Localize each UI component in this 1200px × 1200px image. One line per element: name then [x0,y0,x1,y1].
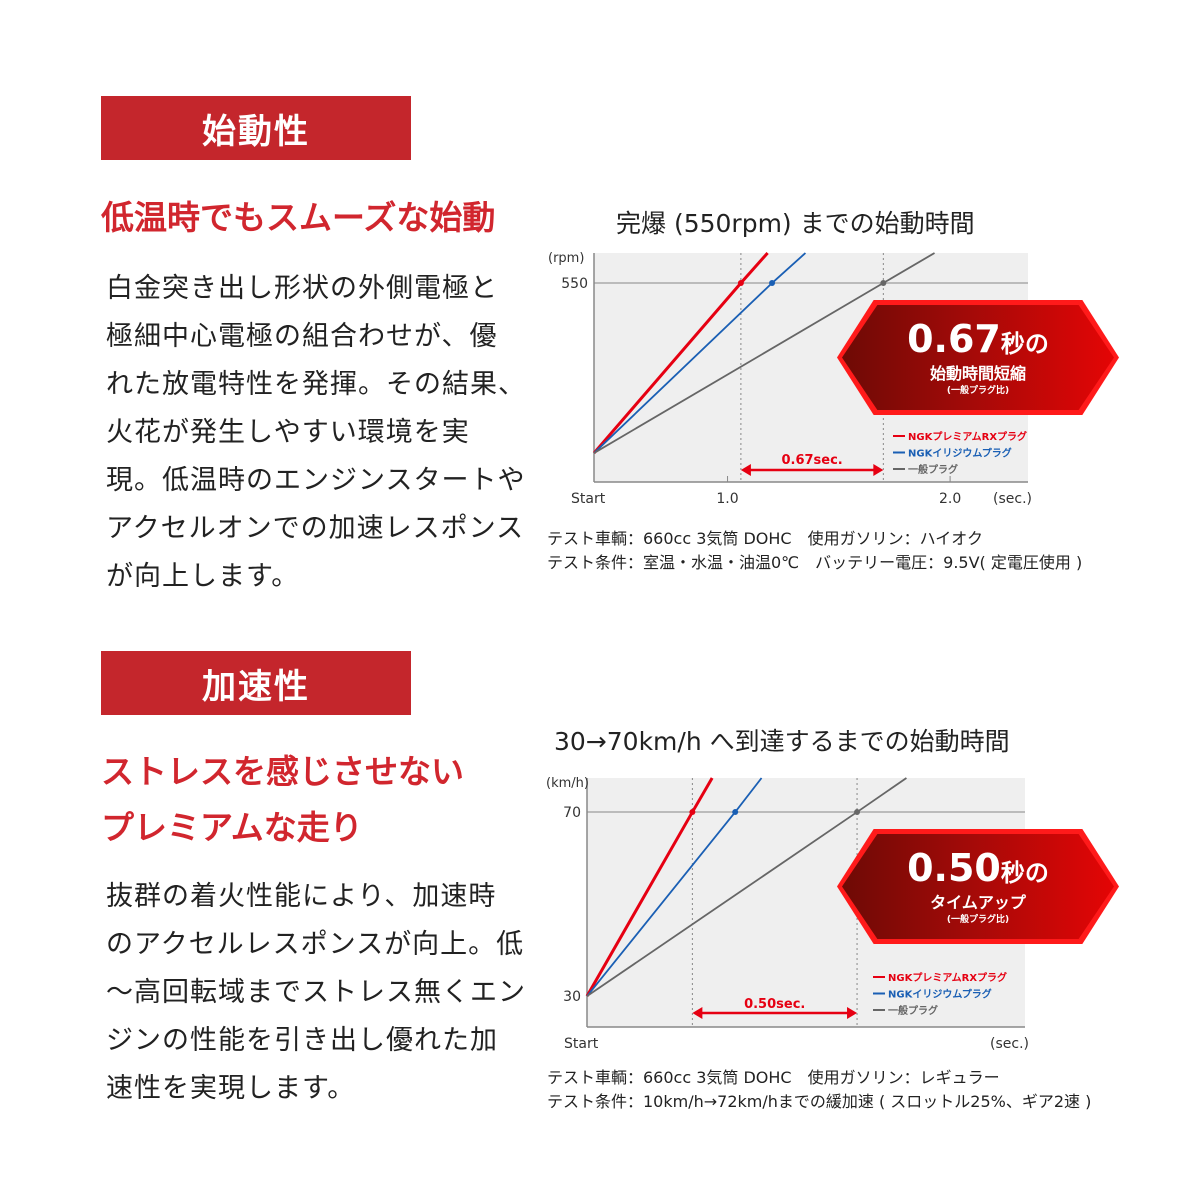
section-body: 白金突き出し形状の外側電極と 極細中心電極の組合わせが、優 れた放電特性を発揮。その… [106,265,526,601]
legend-label: 一般プラグ [908,463,958,476]
difference-label: 0.67sec. [781,453,842,468]
body-line: 抜群の着火性能により、加速時 [106,881,497,912]
x-start-label: Start [571,491,606,507]
x-start-label: Start [564,1036,599,1052]
result-badge: 0.50秒の タイムアップ (一般プラグ比) [837,829,1119,944]
subtitle-line: 低温時でもスムーズな始動 [101,198,496,237]
arrow-head-right [873,464,884,476]
x-axis-label: (sec.) [993,491,1032,507]
chart-title: 30→70km/h へ到達するまでの始動時間 [554,727,1010,756]
test-notes: テスト車輌：660cc 3気筒 DOHC 使用ガソリン：ハイオク テスト条件：室… [547,527,1082,575]
badge-caption: タイムアップ [930,893,1026,912]
legend-label: NGKプレミアムRXプラグ [908,430,1027,443]
x-axis-label: (sec.) [990,1036,1029,1052]
body-line: 現。低温時のエンジンスタートや [106,465,526,496]
result-badge: 0.67秒の 始動時間短縮 (一般プラグ比) [837,300,1119,415]
subtitle-line: ストレスを感じさせない [101,752,464,791]
x-tick-label: 1.0 [716,491,738,507]
body-line: が向上します。 [106,561,300,592]
badge-value: 0.67 [907,317,1001,361]
test-notes: テスト車輌：660cc 3気筒 DOHC 使用ガソリン：レギュラー テスト条件：… [547,1066,1091,1114]
body-line: 速性を実現します。 [106,1073,356,1104]
body-line: ～高回転域までストレス無くエン [106,977,526,1008]
note-line: テスト車輌：660cc 3気筒 DOHC 使用ガソリン：レギュラー [547,1068,1000,1087]
body-line: アクセルオンでの加速レスポンス [106,513,525,544]
series-marker-1 [732,809,739,816]
body-line: 極細中心電極の組合わせが、優 [106,321,498,352]
badge-unit: 秒の [1000,859,1049,887]
body-line: のアクセルレスポンスが向上。低 [106,929,525,960]
note-line: テスト車輌：660cc 3気筒 DOHC 使用ガソリン：ハイオク [547,529,983,548]
y-tick-label: 70 [563,805,581,821]
series-marker-2 [880,280,887,287]
y-axis-label: (rpm) [548,251,584,266]
arrow-head-left [692,1007,703,1019]
note-line: テスト条件：10km/h→72km/hまでの緩加速 ( スロットル25%、ギア2… [547,1092,1092,1111]
body-line: 白金突き出し形状の外側電極と [106,273,498,304]
body-line: 火花が発生しやすい環境を実 [106,417,470,448]
badge-note: (一般プラグ比) [946,386,1010,396]
series-marker-0 [689,809,696,816]
body-line: れた放電特性を発揮。その結果、 [106,369,526,400]
series-marker-1 [769,280,776,287]
section-body: 抜群の着火性能により、加速時 のアクセルレスポンスが向上。低 ～高回転域までストレス… [106,873,526,1113]
legend-label: 一般プラグ [888,1004,938,1017]
section-subtitle: 低温時でもスムーズな始動 [101,190,495,246]
badge-caption: 始動時間短縮 [929,364,1026,383]
legend-label: NGKプレミアムRXプラグ [888,971,1007,984]
subtitle-line: プレミアムな走り [101,808,363,847]
legend-label: NGKイリジウムプラグ [888,988,992,1001]
y-axis-label: (km/h) [546,776,589,791]
badge-unit: 秒の [1000,330,1049,358]
difference-label: 0.50sec. [744,997,805,1012]
legend-label: NGKイリジウムプラグ [908,447,1012,460]
body-line: ジンの性能を引き出し優れた加 [106,1025,498,1056]
section-subtitle: ストレスを感じさせない プレミアムな走り [101,744,464,856]
badge-note: (一般プラグ比) [946,915,1010,925]
y-tick-label: 30 [563,989,581,1005]
section-heading-starting: 始動性 [101,96,411,160]
note-line: テスト条件：室温・水温・油温0℃ バッテリー電圧：9.5V( 定電圧使用 ) [547,553,1083,572]
section-heading-acceleration: 加速性 [101,651,411,715]
y-tick-label: 550 [561,276,588,292]
chart-title: 完爆 (550rpm) までの始動時間 [616,209,975,238]
arrow-head-left [740,464,751,476]
badge-value: 0.50 [907,846,1001,890]
series-marker-2 [854,809,861,816]
series-marker-0 [737,280,744,287]
x-tick-label: 2.0 [939,491,961,507]
arrow-head-right [847,1007,858,1019]
